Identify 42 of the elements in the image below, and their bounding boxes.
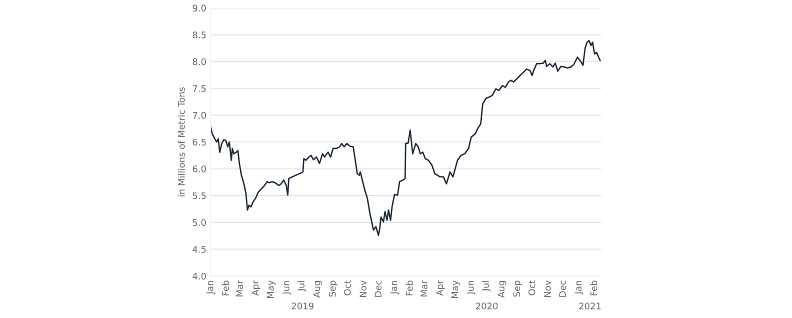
x-tick-label: Nov <box>544 280 551 297</box>
y-tick-label: 8.0 <box>192 58 206 66</box>
x-tick-label: Dec <box>374 280 382 297</box>
x-tick-label: May <box>451 280 460 298</box>
y-tick-label: 7.0 <box>192 112 206 119</box>
x-tick-label: Jul <box>297 281 306 292</box>
y-axis-title: in Millions of Metric Tons <box>178 87 185 196</box>
text: 2020 <box>476 302 498 310</box>
x-tick-label: Dec <box>559 280 566 297</box>
x-tick-label: Aug <box>313 281 322 298</box>
text: 2019 <box>292 302 314 310</box>
x-tick-label: Jan <box>206 280 215 295</box>
x-tick-label: Feb <box>222 280 229 296</box>
x-tick-label: Jan <box>574 280 584 295</box>
x-tick-label: Apr <box>436 280 445 296</box>
x-tick-label: Jun <box>467 280 476 295</box>
y-tick-label: 9.0 <box>192 4 206 12</box>
x-tick-label: Feb <box>406 280 413 296</box>
x-tick-label: Jun <box>282 280 292 295</box>
y-tick-label: 6.5 <box>192 138 206 146</box>
x-tick-label: Feb <box>590 280 598 296</box>
y-tick-label: 4.0 <box>192 272 206 280</box>
x-tick-label: May <box>267 280 276 298</box>
line-series <box>210 40 601 236</box>
x-tick-label: Oct <box>344 280 351 296</box>
x-tick-label: Jul <box>482 281 491 292</box>
x-tick-label: Apr <box>252 280 260 296</box>
x-tick-label: Sep <box>513 280 522 297</box>
x-tick-label: Mar <box>420 280 428 296</box>
y-tick-label: 6.0 <box>192 166 206 172</box>
y-tick-label: 5.0 <box>192 219 206 226</box>
y-tick-label: 7.5 <box>192 85 206 92</box>
x-tick-label: Nov <box>360 280 366 297</box>
y-tick-label: 8.5 <box>192 31 206 38</box>
text: 2021 <box>579 302 601 310</box>
x-tick-label: Aug <box>498 281 506 298</box>
y-tick-label: 5.5 <box>192 192 206 200</box>
x-tick-label: Jan <box>390 280 399 295</box>
x-tick-label: Oct <box>528 280 536 296</box>
y-tick-label: 4.5 <box>192 246 206 253</box>
x-tick-label: Sep <box>328 280 338 297</box>
x-tick-label: Mar <box>236 280 244 296</box>
